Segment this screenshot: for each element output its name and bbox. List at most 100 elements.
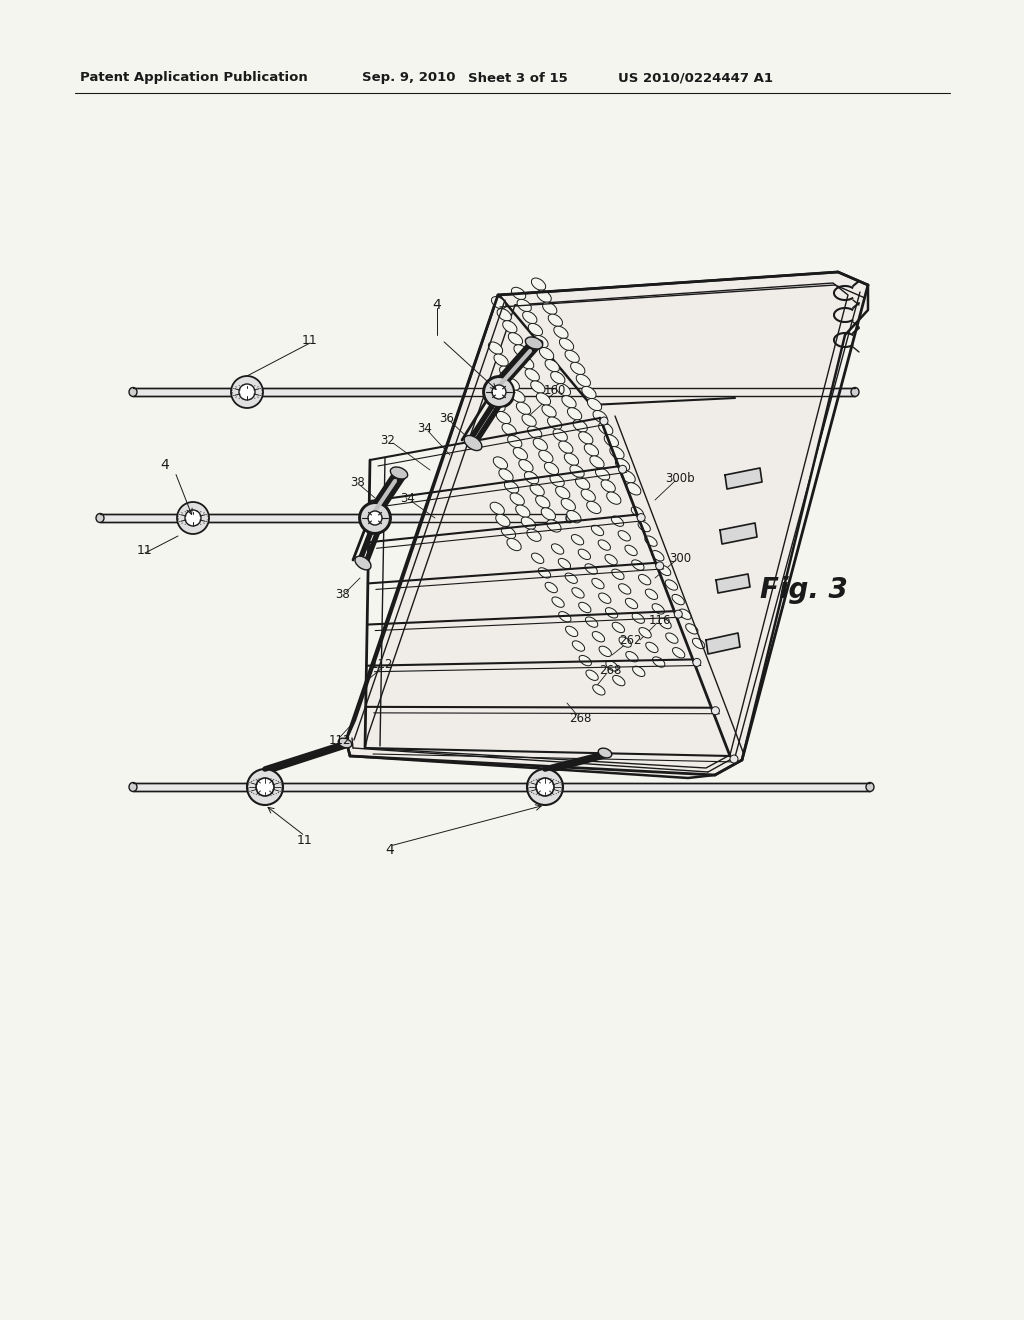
Text: 112: 112 — [371, 659, 393, 672]
Ellipse shape — [507, 539, 521, 550]
Ellipse shape — [627, 483, 641, 495]
Ellipse shape — [588, 399, 602, 411]
Ellipse shape — [590, 455, 604, 469]
Ellipse shape — [592, 578, 604, 589]
Ellipse shape — [511, 288, 525, 300]
Ellipse shape — [625, 545, 637, 556]
Text: 11: 11 — [137, 544, 153, 557]
Ellipse shape — [503, 321, 517, 333]
Text: 4: 4 — [386, 843, 394, 857]
Ellipse shape — [606, 661, 618, 671]
Ellipse shape — [582, 387, 596, 399]
Circle shape — [536, 777, 554, 796]
Ellipse shape — [658, 565, 671, 576]
Ellipse shape — [511, 391, 525, 403]
Ellipse shape — [851, 388, 859, 396]
Ellipse shape — [522, 414, 537, 426]
Ellipse shape — [550, 474, 564, 487]
Ellipse shape — [658, 618, 671, 628]
Ellipse shape — [530, 381, 545, 393]
Ellipse shape — [488, 342, 503, 354]
Ellipse shape — [605, 554, 617, 565]
Text: 36: 36 — [439, 412, 455, 425]
Text: 116: 116 — [649, 614, 672, 627]
Circle shape — [637, 513, 645, 521]
Ellipse shape — [646, 643, 658, 652]
Ellipse shape — [599, 593, 611, 603]
Ellipse shape — [499, 469, 513, 482]
Circle shape — [368, 511, 382, 525]
Ellipse shape — [542, 405, 556, 417]
Ellipse shape — [565, 626, 578, 636]
Ellipse shape — [521, 517, 536, 529]
Ellipse shape — [652, 657, 665, 667]
Ellipse shape — [592, 631, 604, 642]
Circle shape — [247, 770, 283, 805]
Ellipse shape — [626, 652, 638, 661]
Polygon shape — [133, 388, 855, 396]
Ellipse shape — [639, 574, 651, 585]
Ellipse shape — [579, 602, 591, 612]
Ellipse shape — [540, 347, 554, 360]
Ellipse shape — [556, 487, 569, 499]
Ellipse shape — [527, 426, 542, 438]
Ellipse shape — [599, 422, 613, 434]
Ellipse shape — [545, 462, 559, 475]
Ellipse shape — [692, 639, 705, 648]
Ellipse shape — [605, 607, 617, 618]
Ellipse shape — [129, 388, 137, 396]
Ellipse shape — [497, 309, 511, 321]
Ellipse shape — [542, 508, 555, 520]
Ellipse shape — [547, 520, 561, 532]
Ellipse shape — [537, 393, 551, 405]
Ellipse shape — [666, 634, 678, 643]
Ellipse shape — [566, 511, 581, 523]
Ellipse shape — [666, 579, 678, 590]
Text: Fig. 3: Fig. 3 — [760, 576, 848, 605]
Ellipse shape — [551, 371, 565, 384]
Circle shape — [492, 385, 506, 399]
Ellipse shape — [585, 564, 597, 574]
Ellipse shape — [528, 323, 543, 335]
Ellipse shape — [556, 384, 570, 396]
Ellipse shape — [390, 467, 408, 479]
Ellipse shape — [612, 676, 625, 686]
Ellipse shape — [612, 622, 625, 632]
Ellipse shape — [531, 279, 546, 290]
Circle shape — [231, 376, 263, 408]
Circle shape — [239, 384, 255, 400]
Ellipse shape — [531, 553, 544, 564]
Ellipse shape — [500, 366, 514, 379]
Text: 262: 262 — [618, 634, 641, 647]
Ellipse shape — [492, 297, 506, 309]
Ellipse shape — [606, 492, 621, 504]
Circle shape — [185, 510, 201, 525]
Text: 38: 38 — [350, 477, 366, 490]
Ellipse shape — [587, 502, 601, 513]
Ellipse shape — [615, 458, 630, 471]
Circle shape — [490, 384, 507, 400]
Ellipse shape — [626, 598, 638, 609]
Circle shape — [730, 755, 738, 763]
Ellipse shape — [513, 447, 527, 459]
Ellipse shape — [519, 459, 534, 473]
Ellipse shape — [566, 513, 574, 523]
Polygon shape — [720, 523, 757, 544]
Ellipse shape — [586, 671, 598, 680]
Ellipse shape — [593, 411, 607, 422]
Circle shape — [256, 777, 274, 796]
Ellipse shape — [502, 527, 516, 539]
Polygon shape — [133, 783, 870, 791]
Ellipse shape — [553, 429, 567, 441]
Ellipse shape — [539, 568, 551, 578]
Ellipse shape — [525, 368, 540, 381]
Circle shape — [712, 706, 720, 714]
Polygon shape — [100, 513, 570, 521]
Ellipse shape — [565, 350, 580, 363]
Polygon shape — [716, 574, 750, 593]
Ellipse shape — [539, 450, 553, 462]
Text: Patent Application Publication: Patent Application Publication — [80, 71, 308, 84]
Ellipse shape — [571, 587, 584, 598]
Text: Sheet 3 of 15: Sheet 3 of 15 — [468, 71, 567, 84]
Text: 4: 4 — [161, 458, 169, 473]
